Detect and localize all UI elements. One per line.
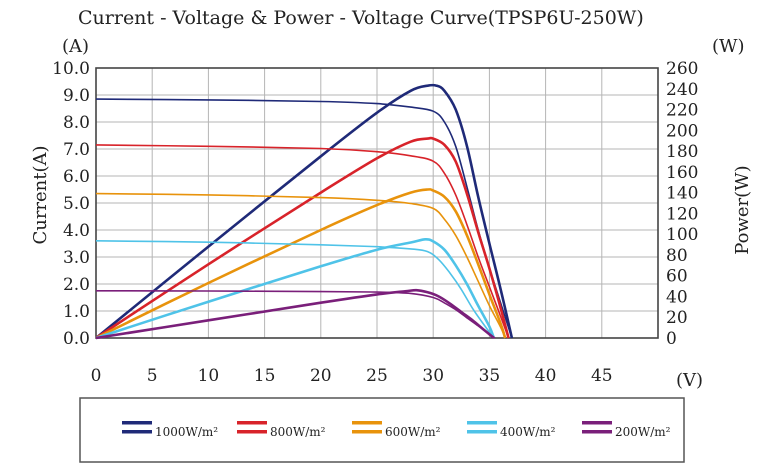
x-tick-label: 15 [254,366,276,386]
y-left-tick-label: 4.0 [63,221,90,241]
y-right-tick-label: 240 [666,80,698,100]
legend-swatch-600 [352,421,382,434]
grid [96,68,658,338]
pv-curve-200 [95,288,495,340]
y-right-axis-title: Power(W) [732,165,753,254]
chart-title: Current - Voltage & Power - Voltage Curv… [78,7,644,29]
y-left-tick-label: 2.0 [63,275,90,295]
y-right-tick-label: 140 [666,184,698,204]
x-tick-label: 0 [91,366,102,386]
y-left-tick-label: 3.0 [63,248,90,268]
iv-curve-800 [95,144,510,339]
y-right-tick-label: 180 [666,142,698,162]
legend-swatch-bar [467,430,497,434]
legend-swatch-200 [582,421,612,434]
legend-swatch-400 [467,421,497,434]
pv-curve-600 [95,188,507,340]
x-tick-label: 40 [535,366,557,386]
y-left-tick-label: 5.0 [63,194,90,214]
legend-label-800: 800W/m² [270,425,326,439]
y-right-tick-label: 60 [666,267,688,287]
x-tick-label: 5 [147,366,158,386]
x-tick-labels: 0 5 10 15 20 25 30 35 40 45 [91,366,613,386]
pv-curve-400 [95,237,496,340]
y-left-tick-label: 7.0 [63,140,90,160]
iv-curve-400 [95,240,495,339]
legend-swatch-800 [237,421,267,434]
y-left-tick-label: 1.0 [63,302,90,322]
iv-curve-600 [95,192,506,339]
x-tick-label: 10 [198,366,220,386]
y-left-axis-title: Current(A) [30,145,51,244]
y-left-tick-label: 6.0 [63,167,90,187]
x-tick-label: 25 [366,366,388,386]
legend-swatch-bar [467,421,497,425]
pv-curve-800 [95,136,510,340]
x-tick-label: 45 [591,366,613,386]
x-tick-label: 30 [422,366,444,386]
legend-swatch-bar [237,430,267,434]
y-left-tick-label: 10.0 [52,59,90,79]
pv-curve-1000 [95,83,514,340]
legend-label-200: 200W/m² [615,425,671,439]
legend: 1000W/m² 800W/m² 600W/m² 400W/m² 200W/m² [122,421,671,439]
y-right-tick-label: 20 [666,308,688,328]
y-right-tick-label: 80 [666,246,688,266]
y-right-tick-label: 100 [666,225,698,245]
legend-swatch-bar [237,421,267,425]
y-left-tick-labels: 0.0 1.0 2.0 3.0 4.0 5.0 6.0 7.0 8.0 9.0 10.0 [52,59,90,349]
y-left-tick-label: 0.0 [63,329,90,349]
y-right-tick-label: 200 [666,121,698,141]
legend-swatch-bar [352,430,382,434]
y-left-tick-label: 9.0 [63,86,90,106]
y-right-tick-label: 0 [666,329,677,349]
y-right-tick-label: 160 [666,163,698,183]
x-unit-label: (V) [676,370,703,391]
legend-swatch-bar [582,430,612,434]
legend-swatch-bar [122,430,152,434]
y-right-tick-label: 220 [666,101,698,121]
legend-swatch-bar [122,421,152,425]
curves [95,83,514,340]
y-right-tick-label: 120 [666,204,698,224]
y-left-tick-label: 8.0 [63,113,90,133]
x-tick-label: 20 [310,366,332,386]
plot-frame [95,67,659,339]
legend-label-600: 600W/m² [385,425,441,439]
right-unit-label: (W) [712,36,745,57]
y-right-tick-label: 40 [666,287,688,307]
y-right-tick-label: 260 [666,59,698,79]
x-tick-label: 35 [479,366,501,386]
legend-label-400: 400W/m² [500,425,556,439]
legend-swatch-bar [352,421,382,425]
legend-swatch-1000 [122,421,152,434]
legend-label-1000: 1000W/m² [155,425,218,439]
legend-swatch-bar [582,421,612,425]
left-unit-label: (A) [62,36,89,57]
